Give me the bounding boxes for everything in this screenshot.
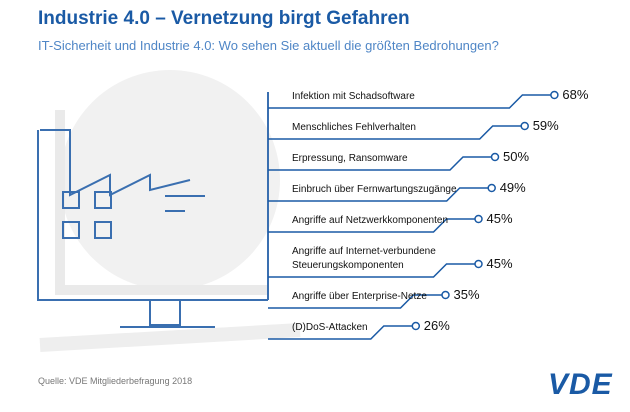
bar [268, 218, 479, 233]
value-label: 49% [499, 180, 526, 195]
bar [268, 125, 525, 140]
background-icon [37, 70, 301, 352]
value-label: 45% [486, 256, 513, 271]
bar [268, 294, 446, 309]
dot [474, 259, 483, 269]
value-label: 26% [423, 318, 450, 333]
value-label: 45% [486, 211, 513, 226]
category-label: Angriffe auf Netzwerkkomponenten [292, 215, 449, 226]
category-label: Erpressung, Ransomware [292, 153, 408, 164]
dot [411, 321, 421, 331]
category-label: Einbruch über Fernwartungszugänge [292, 184, 457, 195]
bar [268, 94, 555, 109]
category-label: (D)DoS-Attacken [292, 322, 368, 333]
dot [474, 214, 483, 224]
category-label: Menschliches Fehlverhalten [292, 122, 416, 133]
value-label: 35% [453, 287, 480, 302]
category-label: Infektion mit Schadsoftware [292, 91, 415, 102]
category-label: Angriffe auf Internet-verbundene Steueru… [292, 246, 436, 271]
source: Quelle: VDE Mitgliederbefragung 2018 [38, 376, 193, 386]
dot [441, 290, 450, 300]
value-label: 68% [562, 87, 589, 102]
value-label: 59% [532, 118, 559, 133]
dot [487, 183, 496, 193]
dot [520, 121, 529, 131]
bar [268, 263, 479, 278]
chart-subtitle: IT-Sicherheit und Industrie 4.0: Wo sehe… [38, 38, 499, 53]
chart-title: Industrie 4.0 – Vernetzung birgt Gefahre… [38, 8, 410, 29]
dot [490, 152, 500, 162]
category-label: Angriffe über Enterprise-Netze [292, 291, 427, 302]
logo: VDE [548, 368, 613, 401]
bar [268, 156, 495, 171]
bar [268, 325, 416, 340]
dot [550, 90, 559, 100]
value-label: 50% [503, 149, 530, 164]
bar [268, 187, 492, 202]
